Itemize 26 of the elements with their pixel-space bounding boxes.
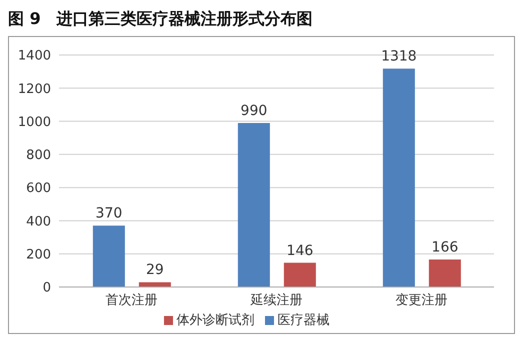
y-tick-label: 1400 <box>18 48 51 64</box>
x-tick-label: 首次注册 <box>106 293 158 308</box>
y-tick-label: 1000 <box>18 114 51 130</box>
legend-label: 体外诊断试剂 <box>176 313 254 328</box>
data-label: 166 <box>432 239 458 256</box>
bar <box>238 122 270 287</box>
y-tick-label: 600 <box>26 181 51 196</box>
bar <box>284 262 316 287</box>
data-label: 146 <box>286 242 314 259</box>
data-label: 29 <box>146 262 164 278</box>
legend-label: 医疗器械 <box>278 313 330 328</box>
bar <box>428 259 461 287</box>
x-tick-label: 变更注册 <box>396 293 448 308</box>
y-tick-label: 200 <box>26 247 51 262</box>
y-tick-label: 0 <box>42 280 51 296</box>
data-label: 370 <box>96 206 122 222</box>
chart-title: 图 9 进口第三类医疗器械注册形式分布图 <box>8 8 314 30</box>
data-label: 1318 <box>381 48 417 65</box>
y-tick-label: 1200 <box>18 82 51 97</box>
data-label: 990 <box>240 102 268 119</box>
y-tick-label: 800 <box>26 148 51 164</box>
x-tick-label: 延续注册 <box>250 293 302 308</box>
bar <box>138 282 171 287</box>
bar <box>382 68 415 287</box>
bar <box>92 226 125 287</box>
y-tick-label: 400 <box>26 214 51 230</box>
